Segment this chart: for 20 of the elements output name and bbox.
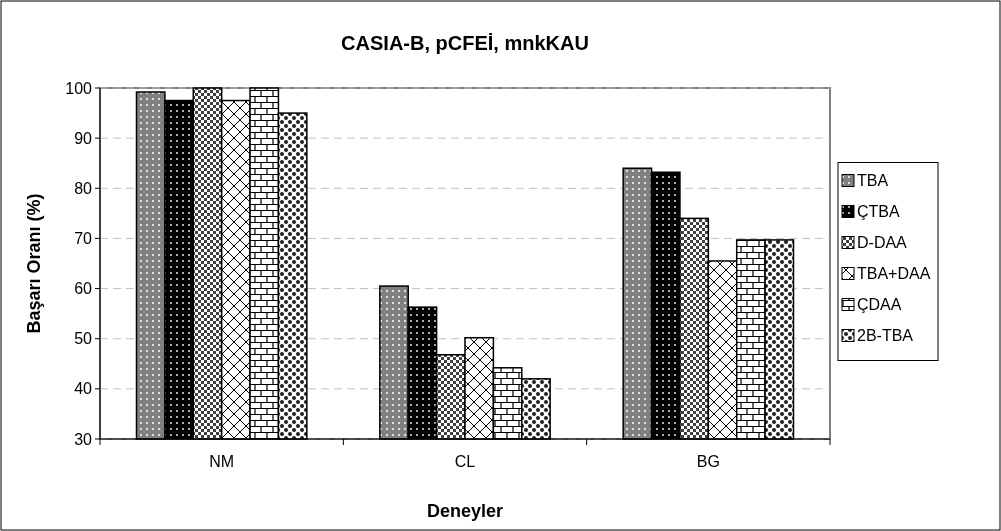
y-tick-label: 40 xyxy=(74,380,93,398)
y-axis-title: Başarı Oranı (%) xyxy=(24,193,44,334)
legend-label: ÇTBA xyxy=(857,203,900,221)
y-tick-label: 90 xyxy=(74,129,93,147)
legend-label: D-DAA xyxy=(857,234,908,252)
y-tick-label: 30 xyxy=(74,430,93,448)
x-axis-title: Deneyler xyxy=(426,501,504,521)
chart-title: CASIA-B, pCFEİ, mnkKAU xyxy=(341,32,589,54)
y-tick-label: 50 xyxy=(74,330,93,348)
y-tick-label: 70 xyxy=(74,230,93,248)
legend-label: TBA xyxy=(857,172,889,190)
x-tick-label: CL xyxy=(454,453,476,470)
x-tick-label: BG xyxy=(696,453,720,470)
y-tick-label: 60 xyxy=(74,280,93,298)
legend-label: 2B-TBA xyxy=(857,327,914,345)
legend-label: TBA+DAA xyxy=(857,265,931,283)
x-tick-label: NM xyxy=(209,453,235,470)
y-tick-label: 100 xyxy=(65,79,93,97)
legend-label: ÇDAA xyxy=(857,296,902,314)
y-tick-label: 80 xyxy=(74,179,93,197)
